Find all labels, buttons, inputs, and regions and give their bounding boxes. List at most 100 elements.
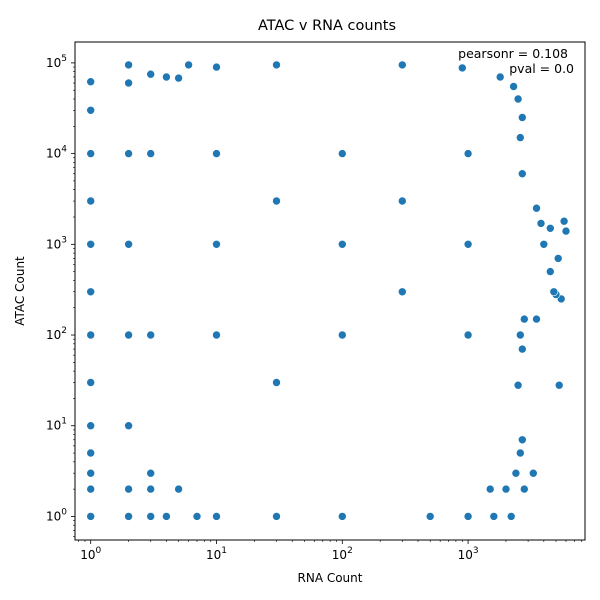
- scatter-point: [146, 468, 155, 478]
- scatter-point: [272, 60, 281, 70]
- scatter-point: [457, 63, 467, 73]
- scatter-point: [517, 169, 527, 178]
- scatter-point: [539, 240, 549, 249]
- scatter-point: [515, 330, 525, 340]
- y-axis-ticks: 100 101 102 103 104 105: [46, 54, 75, 537]
- scatter-point: [184, 60, 193, 70]
- scatter-point: [509, 82, 518, 91]
- y-tick-label: 105: [46, 54, 67, 70]
- plot-frame: [74, 41, 586, 541]
- scatter-point: [545, 267, 555, 276]
- scatter-point: [528, 468, 538, 478]
- scatter-point: [146, 69, 155, 79]
- x-tick-label: 100: [80, 546, 101, 562]
- y-tick-label: 100: [46, 507, 67, 523]
- scatter-marks: [86, 60, 571, 521]
- scatter-point: [162, 512, 171, 521]
- scatter-point: [124, 512, 133, 521]
- scatter-point: [212, 149, 221, 158]
- scatter-point: [532, 314, 541, 324]
- scatter-point: [549, 287, 559, 297]
- scatter-point: [337, 330, 347, 340]
- scatter-point: [86, 330, 95, 340]
- pearsonr-annotation: pearsonr = 0.108: [458, 46, 568, 61]
- scatter-point: [124, 484, 133, 494]
- scatter-point: [124, 149, 133, 158]
- scatter-point: [515, 448, 525, 458]
- scatter-point: [511, 468, 521, 478]
- scatter-point: [146, 149, 155, 158]
- scatter-point: [561, 226, 571, 236]
- scatter-point: [272, 196, 281, 206]
- scatter-point: [124, 78, 133, 88]
- scatter-point: [553, 254, 563, 263]
- scatter-point: [397, 287, 407, 297]
- scatter-point: [124, 60, 133, 70]
- x-tick-label: 102: [332, 546, 353, 562]
- scatter-point: [124, 330, 133, 340]
- scatter-point: [212, 330, 221, 340]
- scatter-point: [519, 484, 529, 494]
- scatter-point: [86, 196, 95, 206]
- scatter-point: [212, 240, 221, 249]
- y-tick-label: 104: [46, 145, 67, 161]
- scatter-point: [212, 512, 221, 521]
- scatter-point: [485, 484, 495, 494]
- scatter-point: [495, 72, 505, 82]
- scatter-point: [517, 344, 527, 354]
- scatter-point: [501, 484, 511, 494]
- scatter-point: [86, 484, 95, 494]
- chart-title: ATAC v RNA counts: [258, 18, 396, 34]
- scatter-point: [162, 72, 171, 82]
- scatter-point: [272, 512, 281, 521]
- scatter-point: [513, 94, 523, 104]
- scatter-point: [515, 133, 525, 142]
- scatter-point: [425, 512, 435, 521]
- scatter-point: [86, 468, 95, 478]
- scatter-point: [463, 512, 473, 521]
- scatter-point: [86, 149, 95, 158]
- x-tick-label: 103: [458, 546, 479, 562]
- y-axis-label: ATAC Count: [13, 256, 27, 326]
- scatter-point: [397, 196, 407, 206]
- scatter-point: [86, 106, 95, 115]
- scatter-point: [212, 62, 221, 72]
- scatter-point: [517, 435, 527, 445]
- scatter-point: [463, 330, 473, 340]
- scatter-point: [517, 113, 527, 122]
- x-tick-label: 101: [206, 546, 227, 562]
- scatter-point: [463, 149, 473, 158]
- y-tick-label: 101: [46, 417, 67, 433]
- scatter-point: [463, 240, 473, 249]
- scatter-point: [337, 512, 347, 521]
- y-tick-label: 103: [46, 235, 67, 251]
- y-tick-label: 102: [46, 326, 67, 342]
- scatter-point: [146, 330, 155, 340]
- scatter-point: [174, 484, 183, 494]
- scatter-point: [86, 240, 95, 249]
- scatter-point: [513, 380, 523, 390]
- scatter-point: [554, 380, 564, 390]
- scatter-point: [86, 287, 95, 297]
- scatter-point: [86, 77, 95, 86]
- scatter-point: [124, 421, 133, 431]
- x-axis-label: RNA Count: [298, 571, 363, 585]
- scatter-point: [337, 240, 347, 249]
- scatter-point: [86, 378, 95, 387]
- scatter-point: [124, 240, 133, 249]
- scatter-point: [146, 484, 155, 494]
- scatter-point: [86, 448, 95, 458]
- scatter-point: [532, 203, 541, 213]
- scatter-point: [489, 512, 499, 521]
- scatter-point: [86, 421, 95, 431]
- scatter-point: [86, 512, 95, 521]
- scatter-point: [146, 512, 155, 521]
- scatter-point: [337, 149, 347, 158]
- scatter-point: [559, 216, 569, 226]
- scatter-point: [397, 60, 407, 70]
- scatter-point: [545, 224, 555, 233]
- scatter-point: [506, 512, 516, 521]
- pval-annotation: pval = 0.0: [509, 61, 574, 76]
